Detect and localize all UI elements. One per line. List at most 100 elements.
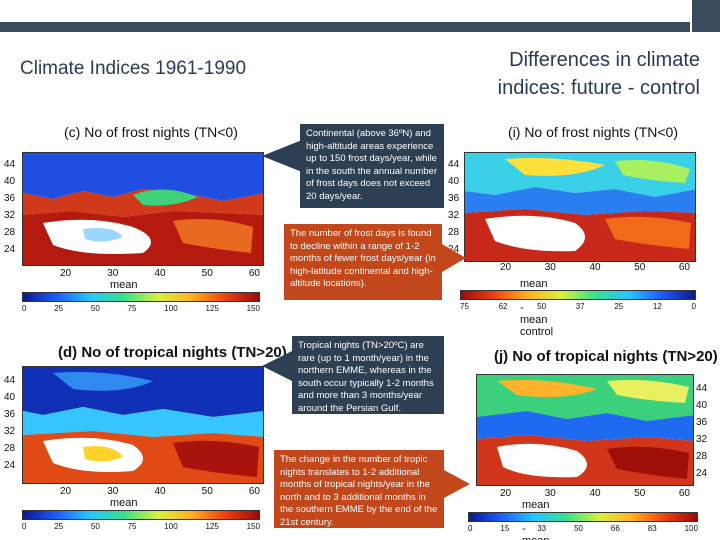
x-tick: 40 xyxy=(589,262,601,273)
colorbar-ticks: 0 25 50 75 100 125 150 xyxy=(22,304,260,313)
cbar-tick: 50 xyxy=(574,524,583,533)
colorbar xyxy=(22,510,260,520)
x-tick: 40 xyxy=(154,268,166,279)
y-tick: 32 xyxy=(4,426,16,437)
x-tick: 50 xyxy=(201,486,213,497)
cbar-tick: 50 xyxy=(537,302,547,311)
cbar-tick: 15 xyxy=(500,524,510,533)
panel-title: (j) No of tropical nights (TN>20) xyxy=(494,348,718,365)
x-tick: 30 xyxy=(544,262,556,273)
y-tick: 40 xyxy=(4,392,16,403)
map-image xyxy=(23,153,263,265)
cbar-tick: 37 xyxy=(575,302,585,311)
cbar-tick: 12 xyxy=(652,302,662,311)
colorbar xyxy=(468,512,698,522)
cbar-tick: 150 xyxy=(246,304,260,313)
cbar-tick: 75 xyxy=(127,522,137,531)
y-tick: 44 xyxy=(4,159,16,170)
note-tropical-control: Tropical nights (TN>20ºC) are rare (up t… xyxy=(292,336,444,414)
y-tick: 32 xyxy=(4,210,16,221)
cbar-tick: 100 xyxy=(164,522,178,531)
y-axis-ticks-right: 44 40 36 32 28 24 xyxy=(696,380,716,482)
y-tick: 36 xyxy=(448,193,460,204)
map-image xyxy=(23,367,263,483)
y-tick: 44 xyxy=(448,159,460,170)
x-tick: 50 xyxy=(634,488,646,499)
panel-title: (c) No of frost nights (TN<0) xyxy=(64,124,238,140)
cbar-tick: 50 xyxy=(90,522,100,531)
x-tick: 30 xyxy=(107,268,119,279)
y-tick: 40 xyxy=(696,400,708,411)
y-tick: 36 xyxy=(696,417,708,428)
cbar-tick: 50 xyxy=(90,304,100,313)
cbar-tick: 150 xyxy=(246,522,260,531)
cbar-tick: 125 xyxy=(205,304,219,313)
right-title: Differences in climate indices: future -… xyxy=(468,46,700,102)
cbar-tick: 25 xyxy=(54,304,64,313)
colorbar-ticks: 75 62 50 37 25 12 0 xyxy=(460,302,696,311)
panel-title: (i) No of frost nights (TN<0) xyxy=(508,124,678,140)
x-tick: 50 xyxy=(201,268,213,279)
note-frost-control: Continental (above 36ºN) and high-altitu… xyxy=(300,124,444,208)
left-title: Climate Indices 1961-1990 xyxy=(20,58,247,79)
header-stripe xyxy=(0,22,690,32)
cbar-tick: 33 xyxy=(537,524,547,533)
y-tick: 24 xyxy=(696,468,708,479)
cbar-tick: 0 xyxy=(22,304,27,313)
cbar-tick: 75 xyxy=(127,304,137,313)
right-title-line2: indices: future - control xyxy=(497,77,700,99)
y-tick: 24 xyxy=(4,460,16,471)
note-frost-diff: The number of frost days is found to dec… xyxy=(284,224,442,300)
panel-title: (d) No of tropical nights (TN>20) xyxy=(58,344,287,361)
x-tick: 20 xyxy=(500,488,512,499)
colorbar-ticks: 0 15 33 50 66 83 100 xyxy=(468,524,698,533)
x-tick: 60 xyxy=(248,268,260,279)
y-tick: 24 xyxy=(4,244,16,255)
y-tick: 36 xyxy=(4,409,16,420)
x-tick: 40 xyxy=(154,486,166,497)
x-tick: 20 xyxy=(500,262,512,273)
cbar-tick: 25 xyxy=(614,302,624,311)
frost-diff-map xyxy=(464,152,696,262)
x-tick: 20 xyxy=(60,268,72,279)
y-tick: 28 xyxy=(696,451,708,462)
x-tick: 20 xyxy=(60,486,72,497)
x-axis-ticks: 20 30 40 50 60 xyxy=(500,262,690,273)
colorbar xyxy=(22,292,260,302)
right-title-line1: Differences in climate xyxy=(509,49,700,71)
x-tick: 60 xyxy=(678,262,690,273)
tropical-control-map xyxy=(22,366,264,484)
note-pointer xyxy=(442,244,466,272)
x-tick: 40 xyxy=(589,488,601,499)
cbar-tick: 83 xyxy=(647,524,657,533)
note-tropical-diff: The change in the number of tropic night… xyxy=(274,450,444,528)
y-axis-ticks: 44 40 36 32 28 24 xyxy=(4,372,18,474)
colorbar-ticks: 0 25 50 75 100 125 150 xyxy=(22,522,260,531)
cbar-tick: 0 xyxy=(468,524,473,533)
slide-header-bar xyxy=(0,0,720,36)
cbar-tick: 62 xyxy=(498,302,508,311)
header-tab xyxy=(692,0,720,32)
note-pointer xyxy=(262,350,294,382)
x-axis-ticks: 20 30 40 50 60 xyxy=(500,488,690,499)
tropical-diff-map xyxy=(476,374,694,486)
cbar-tick: 100 xyxy=(684,524,698,533)
y-tick: 28 xyxy=(4,227,16,238)
cbar-tick: 0 xyxy=(691,302,696,311)
y-axis-ticks-left: 44 40 36 32 28 24 xyxy=(448,156,462,258)
x-tick: 50 xyxy=(634,262,646,273)
cbar-tick: 100 xyxy=(164,304,178,313)
x-axis-ticks: 20 30 40 50 60 xyxy=(60,486,260,497)
y-tick: 32 xyxy=(696,434,708,445)
map-image xyxy=(465,153,695,261)
cbar-tick: 75 xyxy=(460,302,469,311)
cbar-tick: 25 xyxy=(54,522,64,531)
frost-control-map xyxy=(22,152,264,266)
cbar-tick: 66 xyxy=(610,524,620,533)
x-axis-ticks: 20 30 40 50 60 xyxy=(60,268,260,279)
x-tick: 30 xyxy=(107,486,119,497)
colorbar xyxy=(460,290,696,300)
y-tick: 40 xyxy=(448,176,460,187)
note-pointer xyxy=(262,140,302,172)
map-image xyxy=(477,375,693,485)
